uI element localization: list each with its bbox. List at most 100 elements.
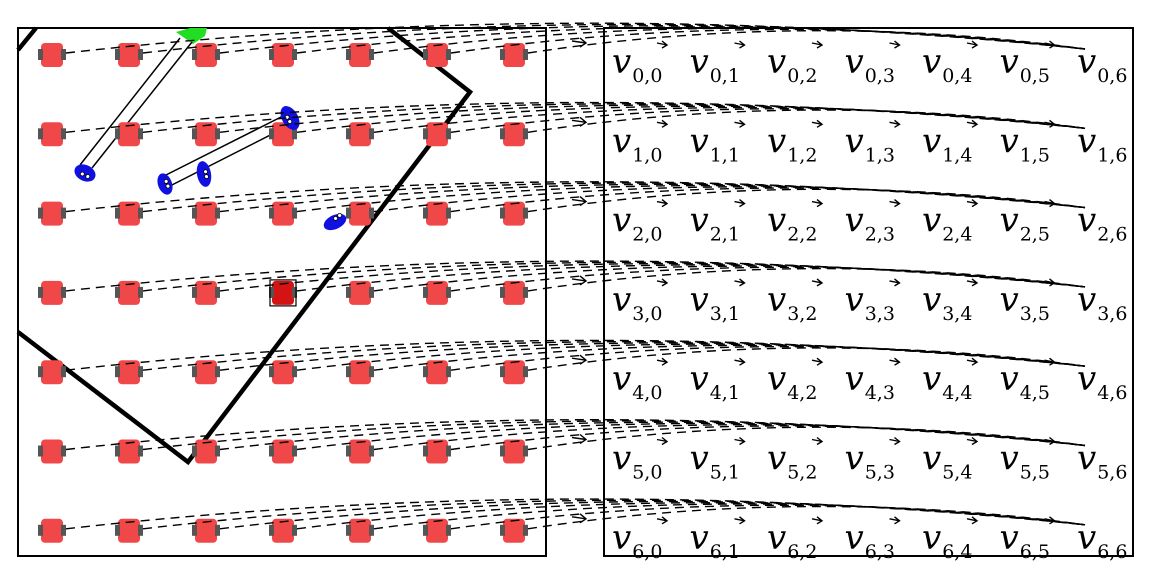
robot [192,518,220,543]
projection-arrow-shaft [571,198,587,203]
projection-arc [527,347,1086,371]
projection-arc [296,502,1086,530]
projection-arrowhead [579,116,588,127]
node-label: v2,0 [612,201,662,246]
projection-arc [142,103,1086,133]
node-arrow-hint [734,199,746,208]
node-arrow-hint [1044,199,1056,208]
node-label: v3,4 [922,280,972,325]
projection-arc [65,339,1086,371]
node-arrow-hint [1044,516,1056,525]
robot [346,201,374,226]
robot [423,201,451,226]
projection-arrowhead [579,513,588,524]
node-arrow-hint [811,357,824,366]
node-label: v6,5 [1000,518,1050,563]
robot [500,122,528,147]
node-label: v4,0 [612,359,662,404]
node-arrow-hint [889,199,901,208]
robot [423,439,451,464]
node-arrow-hint [734,436,746,446]
robot-highlighted [269,279,297,307]
projection-arrowhead [579,354,588,365]
corridor-wall [16,26,474,466]
node-label: v0,4 [922,42,972,87]
node-arrow-hint [966,436,979,446]
robot [346,280,374,305]
robot [423,280,451,305]
robot [115,122,143,147]
node-label: v1,0 [612,121,662,166]
robot [269,518,297,543]
node-arrow-hint [1044,357,1056,366]
robot [346,122,374,147]
projection-arc [65,22,1086,54]
node-arrow-hint [966,199,979,208]
projection-arc [527,426,1086,451]
projection-arc [527,30,1086,54]
node-matrix-panel: v0,0 v0,1 v0,2 v0,3 v0,4 v0,5 v0,6 v1,0 v1,1 v1,2… [603,27,1134,563]
node-label: v2,3 [845,201,895,246]
node-label: v3,0 [612,280,662,325]
node-label: v2,6 [1077,201,1127,246]
node-label: v0,6 [1077,42,1127,87]
projection-arcs [65,22,1086,530]
node-arrow-hint [889,119,901,128]
node-arrow-hint [656,40,669,49]
robot [346,43,374,67]
node-label: v3,6 [1077,280,1127,325]
projection-arc [296,343,1086,371]
robot [192,43,220,67]
environment-panel [16,26,547,557]
projection-arrow-shaft [571,436,587,441]
robot [346,518,374,543]
projection-arc [373,106,1086,133]
node-label: v2,5 [1000,201,1050,246]
robot [38,518,66,543]
node-label: v3,1 [690,280,740,325]
node-label: v0,5 [1000,42,1050,87]
projection-arc [65,419,1086,451]
robot [269,439,297,464]
node-arrow-hint [656,199,669,208]
robot [500,360,528,385]
projection-arrow-shaft [571,119,587,123]
projection-arc [296,264,1086,292]
robot [423,518,451,543]
goal-marker [176,28,207,44]
pedestrian [196,161,212,187]
robot [38,360,66,385]
node-arrow-hint [811,40,824,49]
projection-arc [65,498,1086,530]
robot [115,43,143,67]
node-label: v2,2 [767,201,817,246]
projection-arc [527,505,1086,530]
projection-arc [142,499,1086,530]
node-label: v5,3 [845,439,895,484]
robot [500,280,528,305]
robot [269,201,297,226]
node-arrow-hint [889,357,901,366]
node-label: v3,3 [845,280,895,325]
node-label: v4,6 [1077,359,1127,404]
node-labels: v0,0 v0,1 v0,2 v0,3 v0,4 v0,5 v0,6 v1,0 v1,1 v1,2… [612,42,1127,563]
node-label: v1,6 [1077,121,1127,166]
node-arrow-hint [889,436,901,446]
node-arrow-hint [811,199,824,208]
robot [38,439,66,464]
corridor-wall-top [16,26,38,52]
projection-arrow-shaft [571,40,587,44]
projection-arc [527,267,1086,292]
node-arrow-hint [889,516,901,525]
node-label: v6,1 [690,518,740,563]
projection-arc [296,184,1086,213]
node-label: v5,5 [1000,439,1050,484]
projection-arc [373,186,1086,213]
projection-arc [296,26,1086,54]
node-arrow-hint [1044,40,1056,49]
node-label: v1,2 [767,121,817,166]
node-label: v4,3 [845,359,895,404]
node-arrow-hint [656,357,669,366]
robot [500,201,528,226]
